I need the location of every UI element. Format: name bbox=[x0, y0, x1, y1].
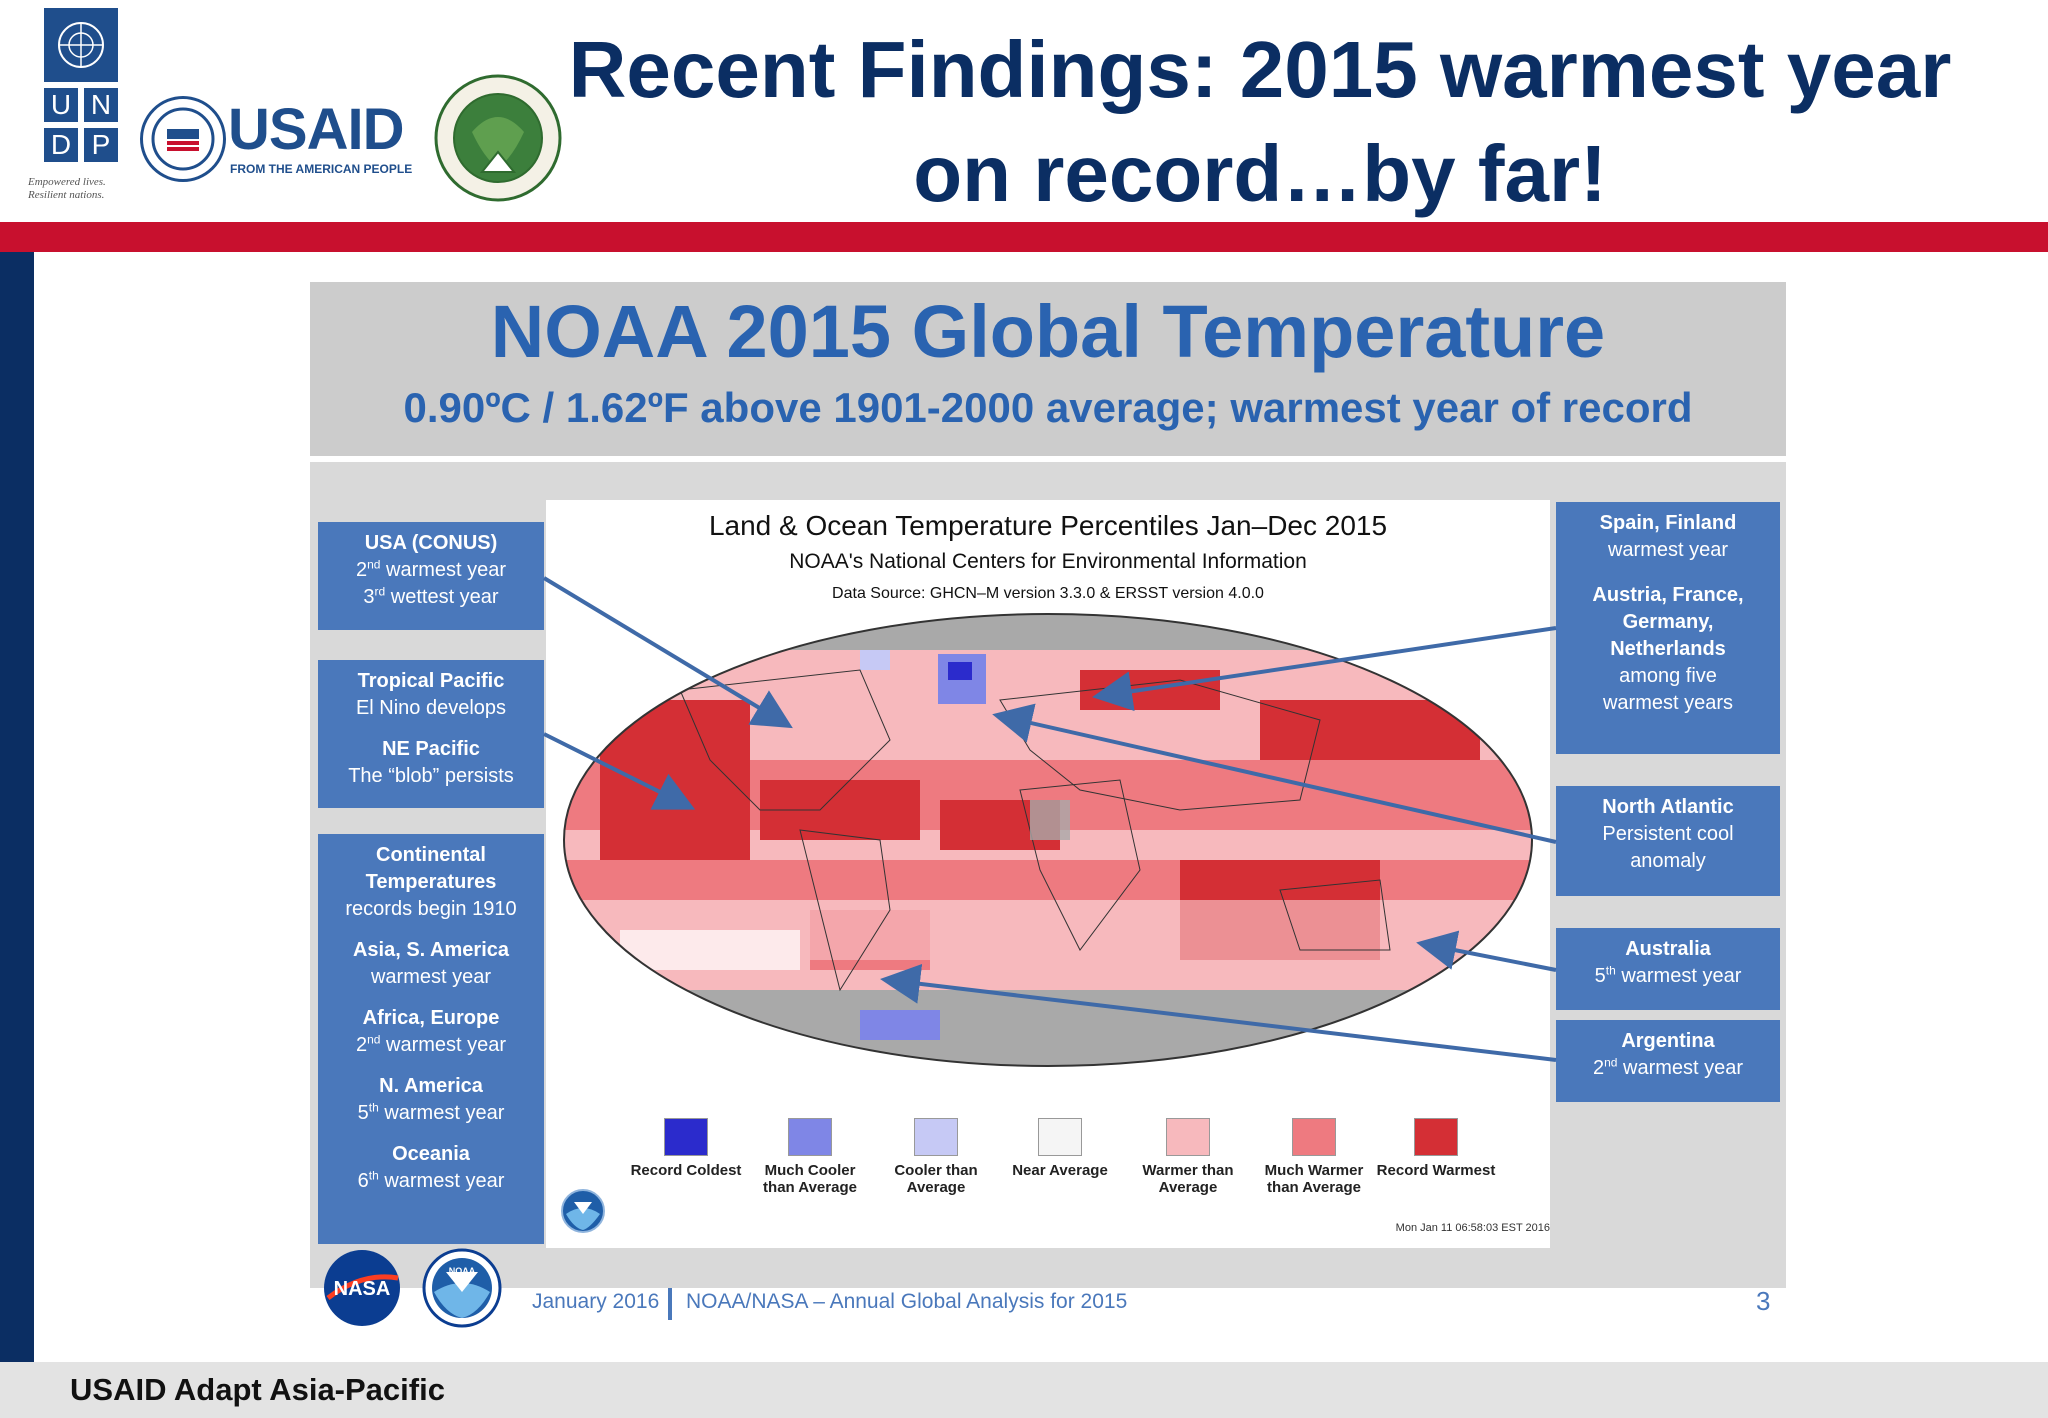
callout-line: warmest years bbox=[1602, 692, 1734, 714]
map-source: Data Source: GHCN–M version 3.3.0 & ERSS… bbox=[832, 585, 1264, 602]
legend-item: Cooler than Average bbox=[876, 1118, 996, 1196]
callout-head: Spain, Finland bbox=[1599, 512, 1737, 534]
slide-footer-date: January 2016 bbox=[532, 1290, 660, 1313]
undp-letter: N bbox=[84, 88, 118, 122]
legend-item: Much Cooler than Average bbox=[750, 1118, 870, 1196]
callout-line: 2nd warmest year bbox=[355, 557, 507, 581]
slide-page-number: 3 bbox=[1756, 1286, 1771, 1316]
undp-letter: P bbox=[84, 128, 118, 162]
undp-letter: U bbox=[44, 88, 78, 122]
legend-label: Much Warmer than Average bbox=[1264, 1162, 1364, 1196]
noaa-logo: NOAA bbox=[422, 1248, 502, 1328]
callout-usa: USA (CONUS) 2nd warmest year 3rd wettest… bbox=[318, 522, 544, 630]
noaa-small-logo-icon bbox=[560, 1188, 606, 1234]
header-divider bbox=[0, 222, 2048, 252]
legend-item: Much Warmer than Average bbox=[1254, 1118, 1374, 1196]
legend-label: Warmer than Average bbox=[1142, 1162, 1234, 1196]
page-title: Recent Findings: 2015 warmest year on re… bbox=[568, 25, 1952, 218]
callout-line: 5th warmest year bbox=[1594, 963, 1742, 987]
legend-swatch bbox=[914, 1118, 958, 1156]
callout-head: Argentina bbox=[1621, 1030, 1715, 1052]
slide-title: NOAA 2015 Global Temperature bbox=[490, 290, 1606, 373]
legend-swatch bbox=[664, 1118, 708, 1156]
callout-argentina: Argentina 2nd warmest year bbox=[1556, 1020, 1780, 1102]
legend-label: Cooler than Average bbox=[894, 1162, 978, 1196]
callout-line: warmest year bbox=[1607, 539, 1729, 561]
callout-head: Tropical Pacific bbox=[357, 670, 505, 692]
slide-divider bbox=[310, 456, 1786, 462]
noaa-logo-text: NOAA bbox=[449, 1266, 476, 1276]
callout-europe: Spain, Finland warmest year Austria, Fra… bbox=[1556, 502, 1780, 754]
ait-seal-icon bbox=[432, 72, 564, 204]
nasa-logo: NASA bbox=[322, 1248, 402, 1328]
page-footer-text: USAID Adapt Asia-Pacific bbox=[70, 1372, 445, 1407]
legend-item: Record Warmest bbox=[1376, 1118, 1496, 1179]
legend-swatch bbox=[1414, 1118, 1458, 1156]
callout-line: anomaly bbox=[1630, 850, 1706, 872]
callout-pacific: Tropical Pacific El Nino develops NE Pac… bbox=[318, 660, 544, 808]
undp-logo: U N D P bbox=[44, 8, 118, 198]
callout-head: N. America bbox=[379, 1075, 483, 1097]
usaid-seal-icon bbox=[140, 96, 226, 182]
un-emblem-icon bbox=[44, 8, 118, 82]
callout-line: Persistent cool bbox=[1602, 823, 1734, 845]
legend-swatch bbox=[1038, 1118, 1082, 1156]
callout-australia: Australia 5th warmest year bbox=[1556, 928, 1780, 1010]
callout-head: USA (CONUS) bbox=[364, 532, 498, 554]
map-title: Land & Ocean Temperature Percentiles Jan… bbox=[708, 510, 1388, 541]
callout-head: Africa, Europe bbox=[362, 1007, 500, 1029]
slide-title-box bbox=[310, 282, 1786, 456]
undp-tagline-line: Resilient nations. bbox=[28, 189, 105, 201]
callout-line: 5th warmest year bbox=[357, 1100, 505, 1124]
callout-head: North Atlantic bbox=[1602, 796, 1734, 818]
callout-line: records begin 1910 bbox=[345, 898, 517, 920]
legend-swatch bbox=[788, 1118, 832, 1156]
page-footer bbox=[0, 1362, 2048, 1418]
callout-head: Asia, S. America bbox=[352, 939, 509, 961]
undp-tagline: Empowered lives. Resilient nations. bbox=[28, 176, 158, 202]
legend-label: Much Cooler than Average bbox=[763, 1162, 857, 1196]
temperature-percentile-map bbox=[560, 610, 1536, 1070]
usaid-tagline: FROM THE AMERICAN PEOPLE bbox=[230, 162, 413, 176]
callout-head: NE Pacific bbox=[382, 738, 480, 760]
callout-north-atlantic: North Atlantic Persistent cool anomaly bbox=[1556, 786, 1780, 896]
nasa-logo-text: NASA bbox=[334, 1278, 391, 1300]
callout-line: warmest year bbox=[370, 966, 492, 988]
legend-label: Record Warmest bbox=[1376, 1162, 1496, 1179]
map-timestamp: Mon Jan 11 06:58:03 EST 2016 bbox=[1395, 1222, 1550, 1234]
left-accent-stripe bbox=[0, 252, 34, 1418]
usaid-wordmark: USAID bbox=[228, 97, 404, 162]
legend-item: Record Coldest bbox=[626, 1118, 746, 1179]
callout-line: The “blob” persists bbox=[348, 765, 514, 787]
legend-item: Near Average bbox=[1000, 1118, 1120, 1179]
callout-line: 2nd warmest year bbox=[355, 1032, 507, 1056]
slide-footer-text: NOAA/NASA – Annual Global Analysis for 2… bbox=[686, 1290, 1128, 1313]
callout-head: Continental Temperatures bbox=[365, 844, 497, 893]
legend-swatch bbox=[1292, 1118, 1336, 1156]
legend-label: Near Average bbox=[1012, 1162, 1108, 1179]
callout-line: 6th warmest year bbox=[357, 1168, 505, 1192]
callout-line: among five bbox=[1619, 665, 1717, 687]
undp-tagline-line: Empowered lives. bbox=[28, 176, 106, 188]
slide-header bbox=[0, 0, 2048, 222]
map-subtitle: NOAA's National Centers for Environmenta… bbox=[789, 550, 1307, 573]
callout-head: Oceania bbox=[392, 1143, 470, 1165]
undp-letter: D bbox=[44, 128, 78, 162]
callout-line: El Nino develops bbox=[355, 697, 507, 719]
callout-line: 2nd warmest year bbox=[1592, 1055, 1744, 1079]
callout-continental: Continental Temperatures records begin 1… bbox=[318, 834, 544, 1244]
callout-line: 3rd wettest year bbox=[363, 584, 499, 608]
legend-swatch bbox=[1166, 1118, 1210, 1156]
slide-footer-divider bbox=[668, 1288, 672, 1320]
callout-head: Australia bbox=[1625, 938, 1711, 960]
callout-head: Austria, France, Germany, Netherlands bbox=[1592, 584, 1744, 660]
legend-label: Record Coldest bbox=[630, 1162, 742, 1179]
legend-item: Warmer than Average bbox=[1128, 1118, 1248, 1196]
slide-subtitle: 0.90ºC / 1.62ºF above 1901-2000 average;… bbox=[403, 384, 1693, 431]
